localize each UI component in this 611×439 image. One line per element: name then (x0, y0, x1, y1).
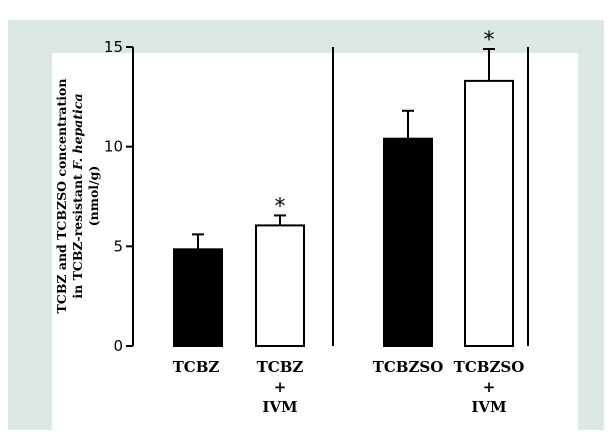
significance-star: * (275, 194, 286, 219)
category-label: IVM (471, 398, 506, 416)
category-label: IVM (262, 398, 297, 416)
y-tick-label: 15 (104, 38, 123, 56)
significance-star: * (484, 28, 495, 53)
y-tick-label: 10 (104, 138, 123, 156)
y-tick-label: 0 (113, 337, 123, 355)
bar-3 (383, 137, 433, 347)
category-label: TCBZSO (454, 358, 525, 376)
category-label: TCBZ (257, 358, 304, 376)
y-axis-label-line: TCBZ and TCBZSO concentration (54, 79, 69, 314)
y-axis-label: TCBZ and TCBZSO concentrationin TCBZ-res… (54, 79, 101, 314)
category-label: TCBZSO (373, 358, 444, 376)
bar-1 (173, 248, 223, 347)
y-tick-label: 5 (113, 237, 123, 255)
category-label: + (274, 378, 287, 396)
bar-2 (255, 224, 305, 347)
category-label: + (483, 378, 496, 396)
y-axis-label-line: (nmol/g) (86, 166, 101, 227)
category-label: TCBZ (173, 358, 220, 376)
y-axis-label-line: in TCBZ-resistant F. hepatica (70, 93, 85, 298)
bar-4 (464, 79, 514, 348)
